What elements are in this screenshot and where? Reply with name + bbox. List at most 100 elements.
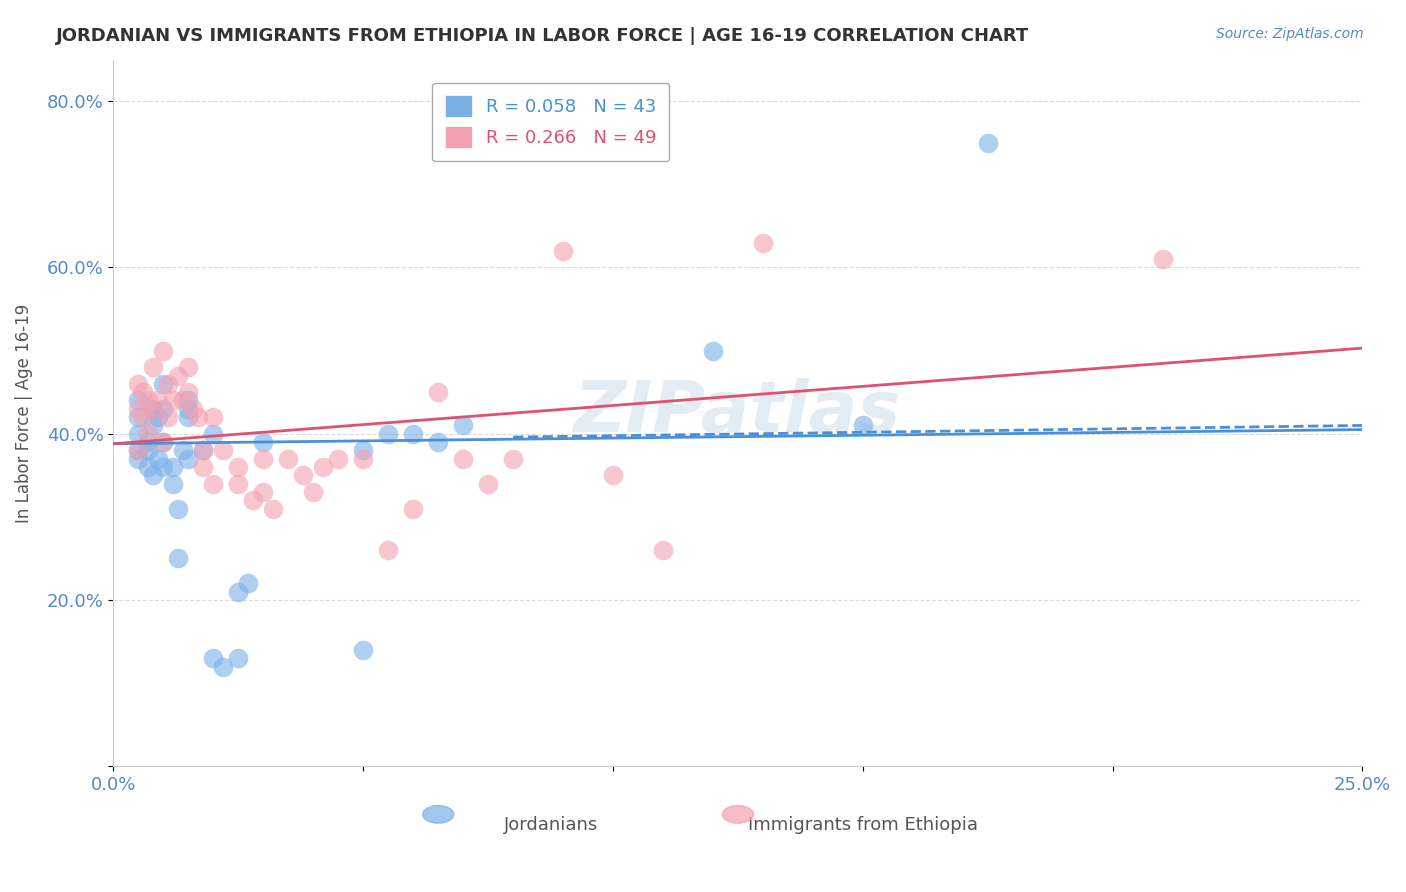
Text: Jordanians: Jordanians bbox=[503, 816, 598, 834]
Point bbox=[162, 460, 184, 475]
Point bbox=[132, 410, 155, 425]
Point bbox=[142, 401, 165, 416]
Point bbox=[152, 401, 174, 416]
Point bbox=[157, 376, 180, 391]
Point bbox=[292, 468, 315, 483]
Point bbox=[977, 136, 1000, 150]
Point bbox=[502, 451, 524, 466]
Point bbox=[202, 410, 225, 425]
Point bbox=[142, 468, 165, 483]
Point bbox=[212, 443, 235, 458]
Point bbox=[451, 451, 474, 466]
Point bbox=[138, 443, 160, 458]
Point bbox=[187, 410, 209, 425]
Point bbox=[377, 426, 399, 441]
Point bbox=[152, 460, 174, 475]
Point bbox=[127, 451, 149, 466]
Point bbox=[352, 451, 374, 466]
Point bbox=[228, 584, 250, 599]
Point bbox=[177, 401, 200, 416]
Point bbox=[328, 451, 350, 466]
Point bbox=[127, 426, 149, 441]
Point bbox=[193, 460, 215, 475]
Point bbox=[177, 385, 200, 400]
Point bbox=[202, 426, 225, 441]
Point bbox=[172, 443, 194, 458]
Text: Source: ZipAtlas.com: Source: ZipAtlas.com bbox=[1216, 27, 1364, 41]
Text: Immigrants from Ethiopia: Immigrants from Ethiopia bbox=[748, 816, 977, 834]
Point bbox=[167, 368, 190, 383]
Point bbox=[277, 451, 299, 466]
Point bbox=[402, 501, 425, 516]
Point bbox=[127, 401, 149, 416]
Text: JORDANIAN VS IMMIGRANTS FROM ETHIOPIA IN LABOR FORCE | AGE 16-19 CORRELATION CHA: JORDANIAN VS IMMIGRANTS FROM ETHIOPIA IN… bbox=[56, 27, 1029, 45]
Point bbox=[183, 401, 205, 416]
Point bbox=[138, 435, 160, 450]
Point bbox=[193, 443, 215, 458]
Point bbox=[127, 443, 149, 458]
Point bbox=[132, 385, 155, 400]
Ellipse shape bbox=[423, 805, 454, 823]
Point bbox=[177, 360, 200, 375]
Text: ZIPatlas: ZIPatlas bbox=[574, 378, 901, 448]
Point bbox=[148, 393, 170, 408]
Point bbox=[152, 435, 174, 450]
Y-axis label: In Labor Force | Age 16-19: In Labor Force | Age 16-19 bbox=[15, 303, 32, 523]
Point bbox=[138, 460, 160, 475]
Point bbox=[142, 418, 165, 433]
Point bbox=[162, 476, 184, 491]
Point bbox=[152, 343, 174, 358]
Point bbox=[177, 410, 200, 425]
Point bbox=[127, 410, 149, 425]
Point bbox=[852, 418, 875, 433]
Point bbox=[127, 393, 149, 408]
Point bbox=[172, 393, 194, 408]
Point bbox=[202, 476, 225, 491]
Point bbox=[228, 651, 250, 665]
Ellipse shape bbox=[723, 805, 754, 823]
Point bbox=[142, 360, 165, 375]
Point bbox=[167, 551, 190, 566]
Point bbox=[162, 393, 184, 408]
Point bbox=[302, 485, 325, 500]
Point bbox=[553, 244, 575, 258]
Legend: R = 0.058   N = 43, R = 0.266   N = 49: R = 0.058 N = 43, R = 0.266 N = 49 bbox=[432, 83, 669, 161]
Point bbox=[148, 451, 170, 466]
Point bbox=[127, 443, 149, 458]
Point bbox=[652, 543, 675, 558]
Point bbox=[152, 435, 174, 450]
Point bbox=[752, 235, 775, 250]
Point bbox=[377, 543, 399, 558]
Point bbox=[157, 410, 180, 425]
Point bbox=[127, 376, 149, 391]
Point bbox=[252, 435, 274, 450]
Point bbox=[402, 426, 425, 441]
Point bbox=[148, 410, 170, 425]
Point bbox=[352, 643, 374, 657]
Point bbox=[177, 393, 200, 408]
Point bbox=[177, 451, 200, 466]
Point bbox=[212, 659, 235, 673]
Point bbox=[167, 501, 190, 516]
Point bbox=[242, 493, 264, 508]
Point bbox=[427, 435, 450, 450]
Point bbox=[262, 501, 284, 516]
Point bbox=[138, 393, 160, 408]
Point bbox=[312, 460, 335, 475]
Point bbox=[252, 451, 274, 466]
Point bbox=[202, 651, 225, 665]
Point bbox=[152, 376, 174, 391]
Point bbox=[477, 476, 499, 491]
Point bbox=[238, 576, 260, 591]
Point bbox=[228, 476, 250, 491]
Point bbox=[142, 401, 165, 416]
Point bbox=[352, 443, 374, 458]
Point bbox=[602, 468, 624, 483]
Point bbox=[193, 443, 215, 458]
Point bbox=[1152, 252, 1174, 267]
Point bbox=[702, 343, 724, 358]
Point bbox=[138, 426, 160, 441]
Point bbox=[228, 460, 250, 475]
Point bbox=[451, 418, 474, 433]
Point bbox=[252, 485, 274, 500]
